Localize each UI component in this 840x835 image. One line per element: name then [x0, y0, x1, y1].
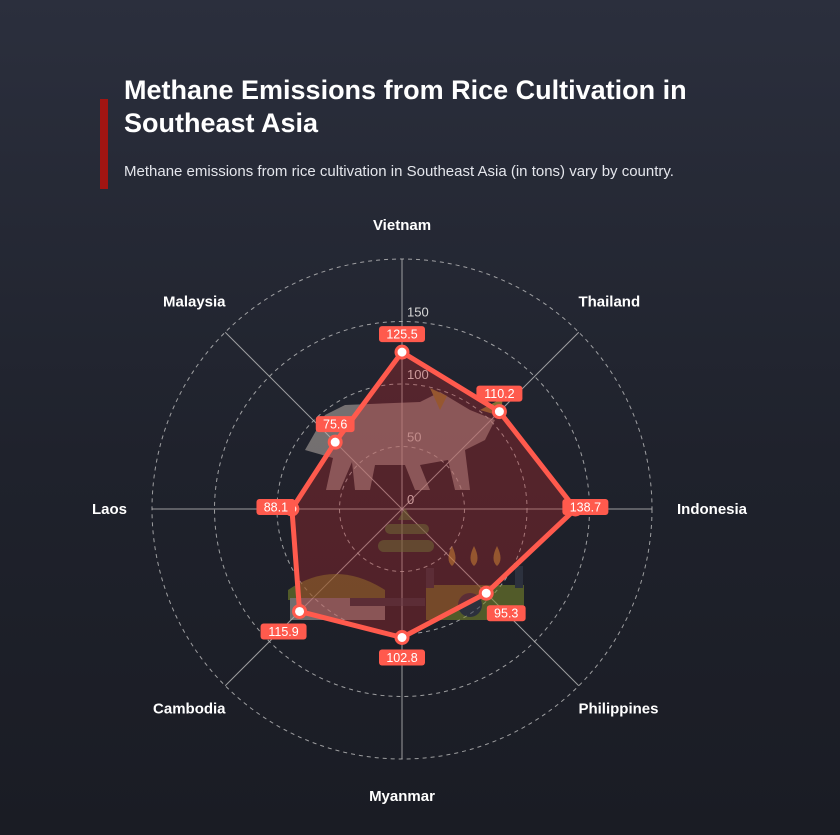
radar-series: 125.5 110.2 138.7 95.3 102.8 115.9 88.1 75.6 [256, 326, 609, 666]
data-point [478, 585, 494, 601]
data-point [491, 404, 507, 420]
category-label: Vietnam [373, 217, 431, 234]
radial-tick-label: 0 [407, 492, 414, 507]
category-label: Indonesia [677, 501, 748, 518]
axis-spoke [224, 331, 403, 510]
value-label-text: 125.5 [386, 328, 417, 342]
value-label-box [379, 326, 425, 343]
chart-title: Methane Emissions from Rice Cultivation … [124, 75, 687, 138]
value-label-box [256, 499, 296, 515]
category-label: Myanmar [369, 788, 435, 805]
water-drops-icon [448, 546, 501, 566]
value-label: 125.5 [379, 326, 425, 343]
category-label: Cambodia [153, 700, 226, 717]
value-label-text: 75.6 [323, 418, 347, 432]
value-label-text: 102.8 [386, 651, 417, 665]
value-label-text: 88.1 [264, 501, 288, 515]
value-label: 102.8 [379, 649, 425, 666]
radial-tick-label: 150 [407, 305, 429, 320]
data-point [394, 630, 410, 645]
category-label: Malaysia [163, 294, 226, 311]
series-area [289, 349, 578, 640]
value-label-text: 138.7 [570, 501, 601, 515]
title-accent-bar [100, 99, 108, 189]
category-label: Philippines [578, 700, 658, 717]
rice-plant-icon [378, 508, 434, 552]
value-label-box [379, 649, 425, 666]
category-label: Laos [92, 501, 127, 518]
value-label-text: 110.2 [484, 387, 514, 401]
value-label: 115.9 [260, 623, 307, 640]
radar-grid: 050100150 [151, 258, 653, 760]
category-label: Thailand [578, 294, 640, 311]
data-point [327, 434, 343, 450]
value-label: 110.2 [476, 385, 523, 402]
value-label: 75.6 [315, 416, 355, 433]
chart-subtitle: Methane emissions from rice cultivation … [124, 163, 674, 180]
data-point [394, 344, 410, 360]
value-label-text: 95.3 [494, 607, 518, 621]
value-label-text: 115.9 [268, 625, 298, 639]
value-label-box [260, 623, 307, 640]
value-label: 138.7 [562, 499, 609, 515]
value-label-box [562, 499, 609, 515]
radial-tick-label: 100 [407, 367, 429, 382]
value-label-box [486, 605, 526, 622]
category-labels: Vietnam Thailand Indonesia Philippines Myanm… [92, 217, 748, 805]
value-label-box [315, 416, 355, 433]
value-label-box [476, 385, 523, 402]
value-label: 88.1 [256, 499, 296, 515]
data-point [292, 603, 308, 619]
value-label: 95.3 [486, 605, 526, 622]
